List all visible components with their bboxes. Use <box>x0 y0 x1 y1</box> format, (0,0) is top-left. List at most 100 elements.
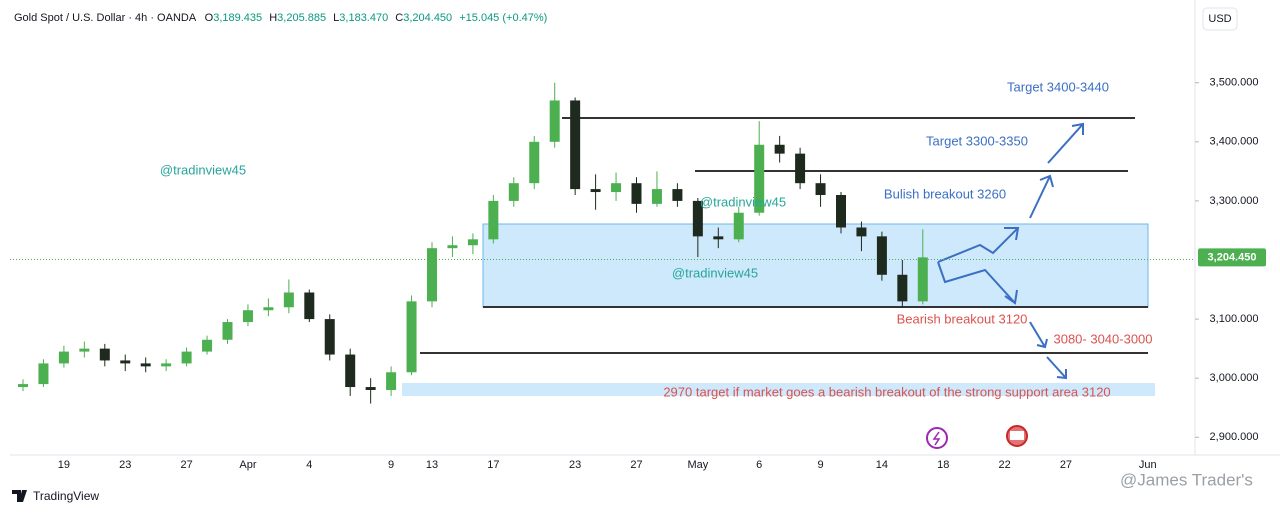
candle-body <box>365 387 376 390</box>
candle-body <box>140 363 151 367</box>
candle-body <box>836 195 846 228</box>
candle-body <box>79 348 90 352</box>
h-label: H <box>269 12 277 24</box>
annotation: Target 3400-3440 <box>1007 79 1109 94</box>
candle-body <box>713 236 724 240</box>
candle-body <box>99 348 110 361</box>
h: 3,205.885 <box>277 12 326 24</box>
x-tick-label: 9 <box>817 459 823 471</box>
currency-button[interactable] <box>1202 7 1238 31</box>
l-label: L <box>333 12 339 24</box>
candle-body <box>345 354 356 388</box>
event-icon[interactable] <box>926 427 948 449</box>
candle-body <box>508 183 519 201</box>
support-zone <box>482 223 1149 308</box>
watermark: @tradinview45 <box>160 162 246 177</box>
candle-body <box>856 227 867 237</box>
candle-body <box>18 384 28 388</box>
x-tick-label: May <box>687 459 708 471</box>
candle-body <box>467 239 478 246</box>
candle-body <box>733 212 744 240</box>
candle-body <box>754 144 765 213</box>
flag-icon <box>1010 431 1024 440</box>
header: Gold Spot / U.S. Dollar · 4h · OANDA O3,… <box>14 12 547 24</box>
candle-body <box>242 310 253 323</box>
candle-body <box>672 189 683 201</box>
x-tick-label: 13 <box>426 459 438 471</box>
x-tick-label: 14 <box>876 459 888 471</box>
o: 3,189.435 <box>213 12 262 24</box>
candle-body <box>795 153 806 184</box>
x-tick-label: Jun <box>1139 459 1157 471</box>
o-label: O <box>205 12 214 24</box>
candle-body <box>202 339 213 352</box>
x-tick-label: 4 <box>306 459 312 471</box>
x-tick-label: 27 <box>630 459 642 471</box>
annotation: Target 3300-3350 <box>926 133 1028 148</box>
candle-body <box>263 307 274 311</box>
candle-body <box>38 363 49 385</box>
candle-body <box>876 236 887 275</box>
candle-body <box>222 322 233 340</box>
candle-body <box>120 360 131 364</box>
y-tick-label: 3,000.000 <box>1210 372 1259 384</box>
event-icon-glyph <box>932 431 941 446</box>
watermark: @tradinview45 <box>700 194 786 209</box>
candle-body <box>651 189 662 204</box>
candle-body <box>283 292 294 308</box>
y-tick-label: 3,500.000 <box>1210 77 1259 89</box>
change: +15.045 (+0.47%) <box>459 12 547 24</box>
plot <box>18 82 928 404</box>
price-label: 3,204.450 <box>1198 248 1266 267</box>
annotation: 3080- 3040-3000 <box>1053 331 1152 346</box>
candle-body <box>549 100 560 142</box>
candle-body <box>181 351 192 364</box>
y-tick-label: 3,400.000 <box>1210 136 1259 148</box>
watermark: @tradinview45 <box>672 265 758 280</box>
x-tick-label: 19 <box>58 459 70 471</box>
target-zone <box>402 383 1155 396</box>
x-tick-label: 23 <box>569 459 581 471</box>
c-label: C <box>395 12 403 24</box>
price-tag-label: 3,204.450 <box>1208 251 1257 263</box>
candle-body <box>447 245 458 249</box>
candle-body <box>304 292 315 320</box>
candle-body <box>631 183 642 204</box>
candle-body <box>386 372 397 390</box>
y-tick-label: 3,300.000 <box>1210 195 1259 207</box>
y-tick-label: 2,900.000 <box>1210 431 1259 443</box>
x-tick-label: 6 <box>756 459 762 471</box>
y-tick-label: 3,100.000 <box>1210 313 1259 325</box>
annotation: Bulish breakout 3260 <box>884 186 1006 201</box>
candle-body <box>590 189 601 193</box>
x-tick-label: 22 <box>998 459 1010 471</box>
currency: USD <box>1208 13 1231 25</box>
annotation: Bearish breakout 3120 <box>897 311 1028 326</box>
logo <box>12 490 27 502</box>
candle-body <box>815 183 826 195</box>
x-tick-label: 17 <box>487 459 499 471</box>
candle-body <box>161 363 172 367</box>
x-tick-label: 27 <box>180 459 192 471</box>
annotation: 2970 target if market goes a bearish bre… <box>663 384 1110 399</box>
candle-body <box>58 351 69 364</box>
x-tick-label: 23 <box>119 459 131 471</box>
candle-body <box>427 248 437 302</box>
candle-body <box>529 141 540 184</box>
credit: @James Trader's <box>1120 470 1253 489</box>
x-tick-label: 18 <box>937 459 949 471</box>
candle-body <box>917 257 928 302</box>
arrows <box>937 122 1084 380</box>
symbol: Gold Spot / U.S. Dollar · 4h · OANDA <box>14 12 197 24</box>
l: 3,183.470 <box>339 12 388 24</box>
candle-body <box>774 144 785 154</box>
candle-body <box>897 274 908 302</box>
price-tag <box>1198 248 1266 267</box>
candle-body <box>570 100 581 190</box>
brand: TradingView <box>33 489 99 503</box>
c: 3,204.450 <box>403 12 452 24</box>
x-tick-label: 27 <box>1060 459 1072 471</box>
candle-body <box>611 183 622 193</box>
candle-body <box>406 301 417 373</box>
